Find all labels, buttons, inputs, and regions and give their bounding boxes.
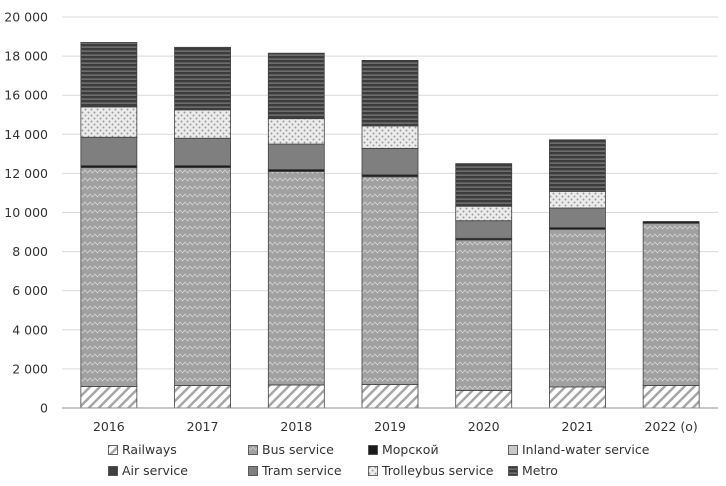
x-axis-labels: 2016 2017 2018 2019 2020 2021 2022 (o) (93, 419, 698, 434)
legend-swatch (108, 465, 118, 476)
bar-segment (549, 190, 606, 209)
legend-swatch (508, 465, 518, 476)
y-tick-label: 16 000 (4, 88, 48, 103)
bar-segment (267, 52, 325, 120)
legend-label: Metro (522, 463, 558, 478)
bar-segment (455, 220, 513, 239)
bar-segment (642, 385, 700, 409)
y-tick-label: 4 000 (12, 322, 48, 337)
y-tick-label: 2 000 (12, 361, 48, 376)
bar-segment (174, 385, 231, 409)
bar-segment (455, 390, 513, 409)
bar-segment (361, 147, 419, 176)
legend-item: Tram service (248, 463, 368, 478)
bar-segment (80, 386, 138, 409)
legend-item: Air service (108, 463, 248, 478)
bars (80, 42, 700, 409)
bar-segment (361, 125, 419, 149)
bar-segment (267, 384, 325, 409)
y-axis-labels: 0 2 000 4 000 6 000 8 000 10 000 12 000 14 000 1… (4, 10, 48, 416)
legend-item: Bus service (248, 442, 368, 457)
y-tick-label: 14 000 (4, 127, 48, 142)
bar-segment (80, 136, 138, 166)
bar-segment (361, 176, 419, 385)
x-tick-label: 2018 (280, 419, 312, 434)
bar-segment (549, 228, 606, 388)
legend-label: Trolleybus service (382, 463, 494, 478)
bar-segment (174, 109, 231, 139)
legend: Railways Bus service Морской Inland-water s… (108, 442, 708, 478)
legend-label: Tram service (262, 463, 342, 478)
legend-swatch (248, 465, 258, 476)
y-tick-label: 0 (40, 401, 48, 416)
legend-label: Railways (122, 442, 177, 457)
bar-segment (174, 167, 231, 386)
legend-item: Морской (368, 442, 508, 457)
legend-label: Bus service (262, 442, 334, 457)
bar-segment (174, 137, 231, 166)
bar-segment (642, 221, 700, 224)
legend-label: Inland-water service (522, 442, 650, 457)
bar-segment (267, 118, 325, 145)
y-tick-label: 12 000 (4, 166, 48, 181)
bar-segment (455, 205, 513, 222)
legend-label: Air service (122, 463, 188, 478)
legend-swatch (368, 465, 378, 476)
legend-item: Metro (508, 463, 688, 478)
bar-segment (267, 171, 325, 386)
x-tick-label: 2017 (187, 419, 219, 434)
bar-segment (80, 42, 138, 108)
legend-swatch (108, 444, 118, 455)
legend-swatch (368, 444, 378, 455)
bar-segment (361, 60, 419, 127)
bar-segment (80, 167, 138, 387)
legend-label: Морской (382, 442, 439, 457)
y-tick-label: 6 000 (12, 283, 48, 298)
x-tick-label: 2019 (374, 419, 406, 434)
bar-segment (267, 143, 325, 170)
legend-swatch (248, 444, 258, 455)
y-tick-label: 20 000 (4, 10, 48, 25)
y-tick-label: 8 000 (12, 244, 48, 259)
x-tick-label: 2020 (468, 419, 500, 434)
legend-swatch (508, 444, 518, 455)
bar-segment (174, 46, 231, 111)
x-tick-label: 2021 (562, 419, 594, 434)
legend-item: Inland-water service (508, 442, 688, 457)
legend-item: Railways (108, 442, 248, 457)
y-tick-label: 10 000 (4, 205, 48, 220)
bar-segment (549, 207, 606, 228)
bar-segment (549, 386, 606, 409)
bar-segment (549, 139, 606, 192)
bar-segment (455, 239, 513, 391)
x-tick-label: 2022 (o) (645, 419, 698, 434)
bar-segment (642, 222, 700, 386)
bar-segment (80, 106, 138, 138)
bar-segment (455, 163, 513, 207)
x-tick-label: 2016 (93, 419, 125, 434)
y-tick-label: 18 000 (4, 49, 48, 64)
legend-item: Trolleybus service (368, 463, 508, 478)
bar-segment (361, 384, 419, 409)
